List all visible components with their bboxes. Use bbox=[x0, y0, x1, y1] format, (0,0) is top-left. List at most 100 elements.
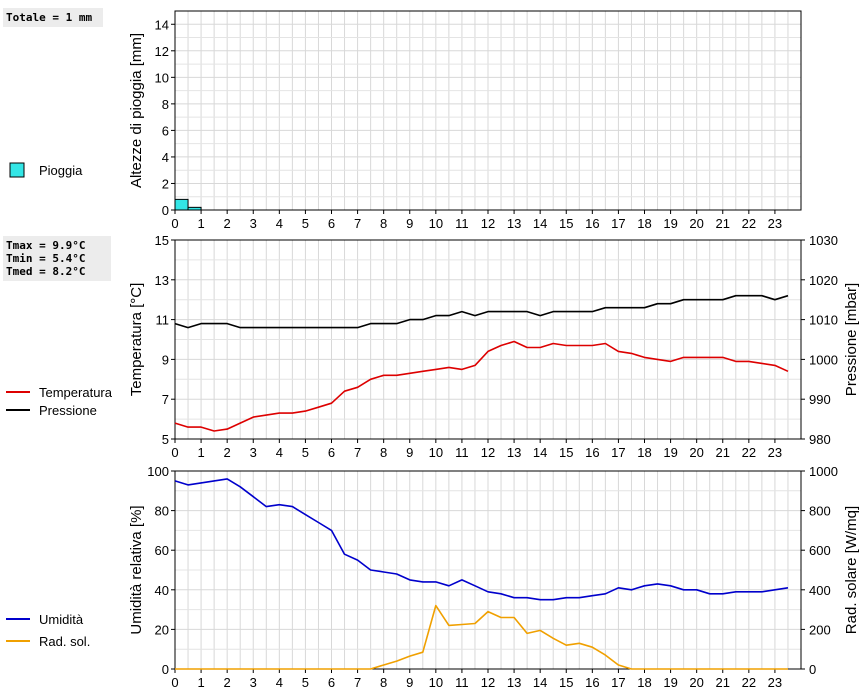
y-tick-label: 8 bbox=[162, 97, 169, 112]
rain-chart: 0 1 2 3 4 5 6 7 8 9 10 11 12 13 14 15 16 17 18 19 20 21 22 2302… bbox=[3, 8, 802, 231]
x-tick-label: 4 bbox=[276, 675, 283, 690]
x-tick-label: 18 bbox=[637, 675, 651, 690]
x-tick-label: 12 bbox=[481, 216, 495, 231]
x-tick-label: 15 bbox=[559, 445, 573, 460]
stat-line: Tmed = 8.2°C bbox=[6, 265, 85, 278]
x-tick-label: 8 bbox=[380, 216, 387, 231]
temp-chart: 0 1 2 3 4 5 6 7 8 9 10 11 12 13 14 15 16 17 18 19 20 21 22 2357… bbox=[3, 233, 860, 460]
x-tick-label: 3 bbox=[250, 675, 257, 690]
x-tick-label: 6 bbox=[328, 675, 335, 690]
x-tick-label: 23 bbox=[768, 675, 782, 690]
x-tick-label: 9 bbox=[406, 445, 413, 460]
y-right-tick-label: 1000 bbox=[809, 352, 838, 367]
x-tick-label: 21 bbox=[716, 445, 730, 460]
bar bbox=[187, 206, 202, 211]
y-right-tick-label: 1000 bbox=[809, 464, 838, 479]
x-tick-label: 5 bbox=[302, 675, 309, 690]
x-tick-label: 19 bbox=[663, 216, 677, 231]
x-tick-label: 2 bbox=[224, 216, 231, 231]
x-tick-label: 16 bbox=[585, 675, 599, 690]
series-line-1 bbox=[175, 604, 788, 670]
y-right-tick-label: 980 bbox=[809, 432, 831, 447]
x-tick-label: 11 bbox=[455, 216, 469, 231]
x-tick-label: 1 bbox=[197, 675, 204, 690]
y-right-tick-label: 1010 bbox=[809, 313, 838, 328]
x-tick-label: 18 bbox=[637, 445, 651, 460]
legend-label: Pressione bbox=[39, 403, 97, 418]
y-right-tick-label: 400 bbox=[809, 583, 831, 598]
y-right-tick-label: 600 bbox=[809, 543, 831, 558]
y-tick-label: 14 bbox=[155, 17, 169, 32]
x-tick-label: 23 bbox=[768, 216, 782, 231]
x-tick-label: 16 bbox=[585, 216, 599, 231]
x-tick-label: 15 bbox=[559, 675, 573, 690]
x-tick-label: 19 bbox=[663, 445, 677, 460]
y-right-tick-label: 200 bbox=[809, 622, 831, 637]
x-tick-label: 23 bbox=[768, 445, 782, 460]
x-tick-label: 1 bbox=[197, 445, 204, 460]
x-tick-label: 7 bbox=[354, 445, 361, 460]
x-tick-label: 0 bbox=[171, 445, 178, 460]
y-right-tick-label: 800 bbox=[809, 504, 831, 519]
series-line-0 bbox=[174, 478, 789, 601]
x-tick-label: 7 bbox=[354, 216, 361, 231]
stat-line: Tmin = 5.4°C bbox=[6, 252, 85, 265]
x-tick-label: 5 bbox=[302, 216, 309, 231]
y-axis-label: Temperatura [°C] bbox=[128, 283, 145, 397]
y-tick-label: 9 bbox=[162, 352, 169, 367]
grid bbox=[175, 11, 801, 211]
x-tick-label: 7 bbox=[354, 675, 361, 690]
y-right-tick-label: 1030 bbox=[809, 233, 838, 248]
y-tick-label: 11 bbox=[156, 313, 170, 328]
y-axis-label: Altezze di pioggia [mm] bbox=[128, 33, 145, 188]
x-tick-label: 18 bbox=[637, 216, 651, 231]
x-tick-label: 4 bbox=[276, 445, 283, 460]
x-tick-label: 22 bbox=[742, 675, 756, 690]
x-tick-label: 9 bbox=[406, 216, 413, 231]
x-tick-label: 6 bbox=[328, 216, 335, 231]
x-tick-label: 13 bbox=[507, 216, 521, 231]
x-tick-label: 14 bbox=[533, 675, 547, 690]
y-tick-label: 4 bbox=[162, 150, 169, 165]
y-tick-label: 5 bbox=[162, 432, 169, 447]
y-tick-label: 0 bbox=[162, 662, 169, 677]
x-tick-label: 17 bbox=[611, 445, 625, 460]
y-tick-label: 13 bbox=[155, 273, 169, 288]
x-tick-label: 20 bbox=[689, 445, 703, 460]
bar bbox=[174, 198, 189, 211]
y-tick-label: 6 bbox=[162, 123, 169, 138]
x-tick-label: 2 bbox=[224, 445, 231, 460]
y-right-tick-label: 0 bbox=[809, 662, 816, 677]
y-tick-label: 80 bbox=[155, 504, 169, 519]
y-tick-label: 40 bbox=[155, 583, 169, 598]
x-tick-label: 8 bbox=[380, 445, 387, 460]
stat-line: Tmax = 9.9°C bbox=[6, 239, 85, 252]
x-tick-label: 6 bbox=[328, 445, 335, 460]
x-tick-label: 12 bbox=[481, 445, 495, 460]
x-tick-label: 13 bbox=[507, 675, 521, 690]
y-right-axis-label: Pressione [mbar] bbox=[843, 283, 860, 396]
x-tick-label: 10 bbox=[429, 445, 443, 460]
y-tick-label: 15 bbox=[155, 233, 169, 248]
legend-label: Umidità bbox=[39, 612, 84, 627]
x-tick-label: 17 bbox=[611, 216, 625, 231]
x-tick-label: 17 bbox=[611, 675, 625, 690]
x-tick-label: 21 bbox=[716, 216, 730, 231]
x-tick-label: 22 bbox=[742, 216, 756, 231]
stat-line: Totale = 1 mm bbox=[6, 11, 92, 24]
x-tick-label: 4 bbox=[276, 216, 283, 231]
x-tick-label: 12 bbox=[481, 675, 495, 690]
x-tick-label: 0 bbox=[171, 216, 178, 231]
x-tick-label: 11 bbox=[455, 445, 469, 460]
x-tick-label: 9 bbox=[406, 675, 413, 690]
x-tick-label: 22 bbox=[742, 445, 756, 460]
x-tick-label: 14 bbox=[533, 445, 547, 460]
y-tick-label: 7 bbox=[162, 392, 169, 407]
x-tick-label: 10 bbox=[429, 216, 443, 231]
y-right-tick-label: 1020 bbox=[809, 273, 838, 288]
x-tick-label: 11 bbox=[455, 675, 469, 690]
y-right-axis-label: Rad. solare [W/mq] bbox=[843, 506, 860, 634]
x-tick-label: 15 bbox=[559, 216, 573, 231]
y-tick-label: 10 bbox=[155, 70, 169, 85]
